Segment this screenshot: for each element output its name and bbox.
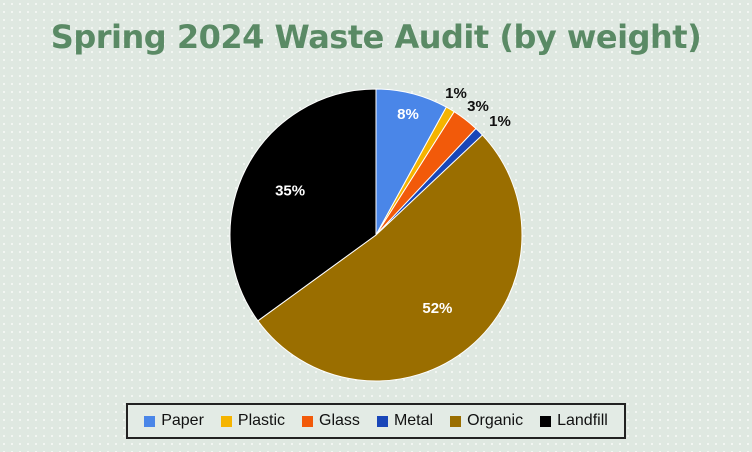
legend-swatch xyxy=(450,415,462,427)
pie-slice-organic xyxy=(257,134,523,382)
legend-swatch xyxy=(302,415,314,427)
data-label-paper: 8% xyxy=(397,106,419,123)
data-label-metal: 1% xyxy=(489,113,511,130)
legend-item-glass: Glass xyxy=(302,412,360,430)
legend-item-paper: Paper xyxy=(144,412,204,430)
legend-label: Landfill xyxy=(557,412,608,429)
legend-label: Metal xyxy=(393,412,434,429)
legend-swatch xyxy=(376,415,388,427)
legend-label: Plastic xyxy=(237,412,286,429)
legend-label: Paper xyxy=(161,412,204,429)
legend-label: Organic xyxy=(467,412,524,429)
legend-swatch xyxy=(220,415,232,427)
data-label-landfill: 35% xyxy=(275,182,305,199)
legend-item-metal: Metal xyxy=(376,412,434,430)
legend-item-landfill: Landfill xyxy=(540,412,608,430)
data-label-glass: 3% xyxy=(467,98,489,115)
legend-label: Glass xyxy=(319,412,360,429)
legend-item-organic: Organic xyxy=(450,412,523,430)
data-label-plastic: 1% xyxy=(445,85,467,102)
chart-legend: Paper Plastic Glass Metal Organic Landfill xyxy=(126,403,626,439)
chart-title: Spring 2024 Waste Audit (by weight) xyxy=(50,18,702,56)
legend-swatch xyxy=(144,415,156,427)
legend-item-plastic: Plastic xyxy=(220,412,286,430)
data-label-organic: 52% xyxy=(422,300,452,317)
legend-swatch xyxy=(540,415,552,427)
pie-slice-landfill xyxy=(229,88,377,322)
